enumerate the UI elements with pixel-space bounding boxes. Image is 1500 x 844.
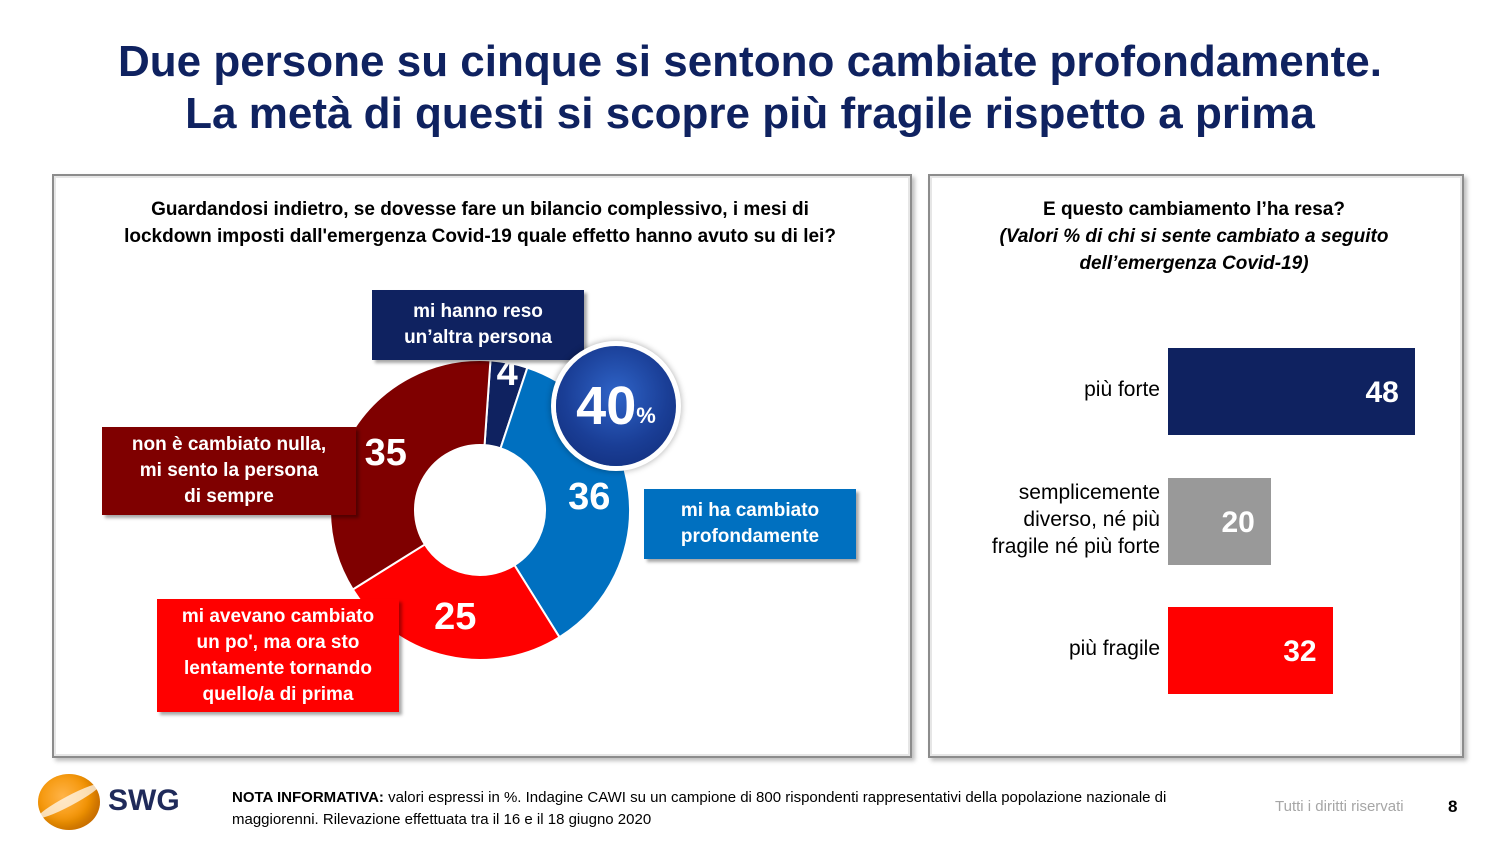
donut-category-label-text: non è cambiato nulla, mi sento la persona… [132,432,326,510]
bar [1168,478,1271,565]
donut-value-label: 35 [364,432,407,475]
footer-note-label: NOTA INFORMATIVA: [232,789,384,806]
donut-category-label-line: mi ha cambiato [680,500,820,521]
donut-question-line-2: lockdown imposti dall'emergenza Covid-19… [124,226,836,247]
bar-question-line-3: dell’emergenza Covid-19) [1079,253,1309,274]
percent-badge-unit: % [636,403,656,428]
rights-text: Tutti i diritti riservati [1275,798,1404,815]
page-title: Due persone su cinque si sentono cambiat… [0,36,1500,140]
donut-category-label: mi hanno reso un’altra persona [372,290,584,360]
donut-category-label-line: non è cambiato nulla, [131,434,327,455]
bar-category-label-line: più forte [1084,378,1160,401]
bar-category-label: più fragile [940,635,1160,662]
bar [1168,607,1333,694]
donut-category-label: mi ha cambiato profondamente [644,489,856,559]
donut-value-label: 4 [496,351,518,394]
swg-logo: SWG [32,770,192,832]
bar-category-label: semplicemente diverso, né più fragile né p… [940,479,1160,560]
donut-category-label-text: mi hanno reso un’altra persona [404,299,552,351]
donut-category-label-text: mi ha cambiato profondamente [681,498,819,550]
donut-value-label: 25 [434,596,477,639]
percent-badge: 40% [556,346,676,466]
footer-note-text: valori espressi in %. Indagine CAWI su u… [232,789,1167,828]
bar-value-label: 48 [1365,375,1399,409]
donut-category-label-text: mi avevano cambiato un po', ma ora sto len… [182,604,374,708]
bar-category-label-line: diverso, né più [1023,508,1160,531]
donut-chart [329,359,631,661]
donut-category-label: mi avevano cambiato un po', ma ora sto len… [157,599,399,712]
title-line-2: La metà di questi si scopre più fragile … [185,89,1315,138]
donut-category-label-line: quello/a di prima [202,683,354,705]
bar-category-label-line: più fragile [1068,637,1160,660]
bar-question-line-1: E questo cambiamento l’ha resa? [1043,199,1345,220]
logo-text: SWG [108,784,180,817]
bar-value-label: 32 [1283,634,1317,668]
title-line-1: Due persone su cinque si sentono cambiat… [117,37,1382,86]
percent-badge-value: 40 [576,376,637,436]
donut-category-label-line: di sempre [184,486,274,507]
bar-question-line-2: (Valori % di chi si sente cambiato a seg… [999,226,1389,247]
bar-category-label: più forte [940,376,1160,403]
donut-category-label-line: mi avevano cambiato [181,605,375,627]
donut-category-label-line: un’altra persona [404,327,552,348]
bar-value-label: 20 [1221,505,1255,539]
donut-category-label-line: profondamente [680,526,820,547]
donut-value-label: 36 [568,475,611,518]
bar-category-label-line: semplicemente [1018,481,1160,504]
bar-category-label-line: fragile né più forte [991,535,1160,558]
donut-question-line-1: Guardandosi indietro, se dovesse fare un… [151,199,809,220]
donut-category-label-line: mi sento la persona [139,460,319,481]
donut-category-label: non è cambiato nulla, mi sento la persona… [102,427,356,515]
page-number: 8 [1448,797,1458,816]
footer-note: NOTA INFORMATIVA: valori espressi in %. … [232,787,1212,831]
bar [1168,348,1415,435]
donut-question: Guardandosi indietro, se dovesse fare un… [60,196,900,250]
donut-category-label-line: un po', ma ora sto [196,631,360,653]
donut-category-label-line: lentamente tornando [184,657,372,679]
bar-question: E questo cambiamento l’ha resa? (Valori … [934,196,1454,277]
donut-category-label-line: mi hanno reso [413,301,543,322]
